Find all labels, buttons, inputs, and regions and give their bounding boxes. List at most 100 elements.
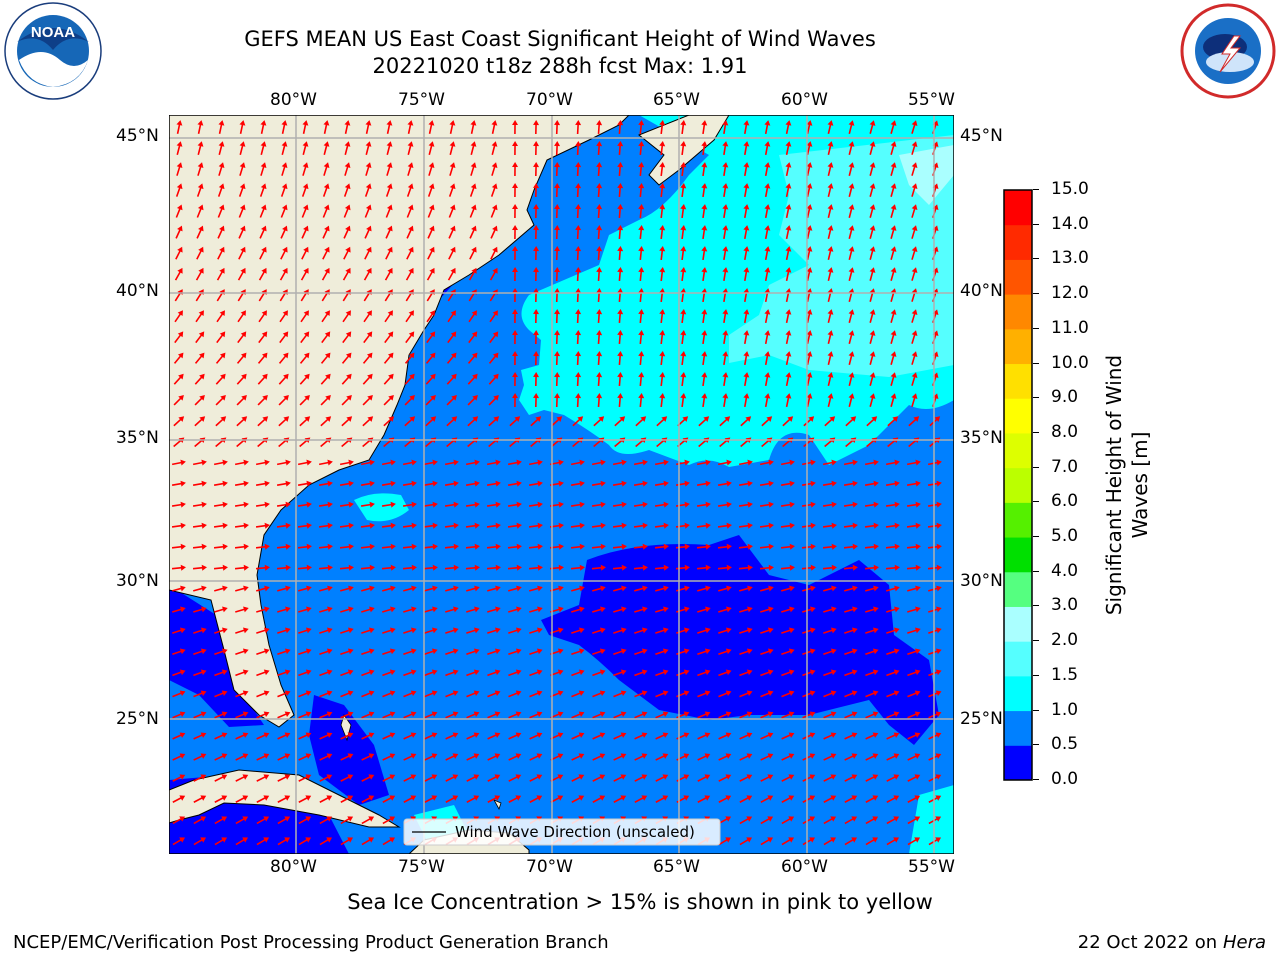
wave-direction-arrow bbox=[654, 522, 669, 529]
wave-direction-arrow bbox=[361, 627, 375, 634]
wave-direction-arrow bbox=[489, 331, 499, 344]
wave-direction-arrow bbox=[890, 162, 897, 176]
wave-direction-arrow bbox=[444, 564, 459, 571]
wave-direction-arrow bbox=[655, 711, 669, 719]
wave-direction-arrow bbox=[277, 774, 291, 782]
wave-direction-arrow bbox=[466, 711, 480, 719]
wave-direction-arrow bbox=[617, 225, 624, 240]
wave-direction-arrow bbox=[718, 585, 732, 592]
colorbar-bin bbox=[1004, 745, 1032, 781]
wave-direction-arrow bbox=[237, 267, 246, 281]
wave-direction-arrow bbox=[529, 732, 543, 740]
wave-direction-arrow bbox=[528, 501, 543, 508]
colorbar-tick-mark bbox=[1033, 293, 1039, 295]
wave-direction-arrow bbox=[613, 648, 627, 656]
wave-direction-arrow bbox=[612, 543, 627, 550]
wave-direction-arrow bbox=[403, 774, 417, 782]
wave-direction-arrow bbox=[743, 225, 750, 240]
wave-direction-arrow bbox=[739, 732, 753, 740]
wave-direction-arrow bbox=[717, 459, 732, 466]
wave-direction-arrow bbox=[911, 246, 918, 260]
wave-direction-arrow bbox=[276, 543, 291, 550]
wave-direction-arrow bbox=[530, 416, 542, 427]
wave-direction-arrow bbox=[701, 267, 708, 282]
colorbar-tick-mark bbox=[1033, 674, 1039, 676]
wave-direction-arrow bbox=[172, 690, 186, 698]
wave-direction-arrow bbox=[843, 459, 858, 466]
wave-direction-arrow bbox=[424, 753, 438, 761]
wave-direction-arrow bbox=[823, 585, 837, 592]
wave-direction-arrow bbox=[680, 246, 687, 261]
colorbar-label: Significant Height of Wind Waves [m] bbox=[1101, 315, 1153, 655]
wave-direction-arrow bbox=[256, 795, 270, 803]
wave-direction-arrow bbox=[869, 141, 876, 155]
wave-direction-arrow bbox=[197, 120, 204, 135]
wave-direction-arrow bbox=[907, 774, 921, 782]
wave-direction-arrow bbox=[864, 564, 879, 571]
wave-direction-arrow bbox=[911, 267, 918, 281]
wave-direction-arrow bbox=[365, 141, 372, 155]
wave-direction-arrow bbox=[465, 564, 480, 571]
wave-direction-arrow bbox=[512, 267, 519, 282]
wave-direction-arrow bbox=[785, 120, 792, 135]
wave-direction-arrow bbox=[319, 753, 333, 761]
wave-direction-arrow bbox=[869, 225, 876, 239]
wave-direction-arrow bbox=[570, 501, 585, 508]
wave-direction-arrow bbox=[844, 606, 858, 613]
wave-direction-arrow bbox=[591, 459, 606, 466]
wave-direction-arrow bbox=[571, 711, 585, 719]
wave-direction-arrow bbox=[446, 416, 458, 427]
wave-direction-arrow bbox=[341, 352, 352, 364]
wave-direction-arrow bbox=[381, 564, 396, 571]
wave-direction-arrow bbox=[508, 669, 522, 677]
wave-direction-arrow bbox=[424, 648, 438, 656]
wave-direction-arrow bbox=[613, 627, 627, 634]
wave-direction-arrow bbox=[885, 459, 900, 466]
wave-direction-arrow bbox=[423, 564, 438, 571]
wave-direction-arrow bbox=[172, 774, 186, 782]
wave-direction-arrow bbox=[508, 732, 522, 740]
wave-direction-arrow bbox=[890, 267, 897, 281]
wave-direction-arrow bbox=[554, 267, 561, 282]
wave-direction-arrow bbox=[764, 204, 771, 219]
wave-direction-arrow bbox=[405, 267, 414, 281]
wave-direction-arrow bbox=[785, 309, 792, 324]
lon-label-bottom: 75°W bbox=[398, 857, 445, 877]
wave-direction-arrow bbox=[634, 669, 648, 677]
wave-direction-arrow bbox=[760, 669, 774, 677]
colorbar-bin bbox=[1004, 398, 1032, 434]
wave-direction-arrow bbox=[848, 246, 855, 260]
wave-direction-arrow bbox=[507, 522, 522, 529]
wave-direction-arrow bbox=[340, 648, 354, 656]
wave-direction-arrow bbox=[466, 753, 480, 761]
wave-direction-arrow bbox=[176, 120, 183, 135]
wave-direction-arrow bbox=[193, 585, 207, 592]
wave-direction-arrow bbox=[196, 204, 204, 218]
wave-direction-arrow bbox=[194, 416, 206, 427]
wave-direction-arrow bbox=[361, 816, 375, 825]
wave-direction-arrow bbox=[302, 162, 309, 176]
wave-direction-arrow bbox=[785, 351, 792, 366]
wave-direction-arrow bbox=[806, 372, 813, 387]
wave-direction-arrow bbox=[255, 501, 270, 508]
wave-direction-arrow bbox=[322, 204, 330, 218]
wave-direction-arrow bbox=[487, 585, 501, 592]
legend-label: Wind Wave Direction (unscaled) bbox=[455, 823, 695, 841]
wave-direction-arrow bbox=[633, 522, 648, 529]
lat-label-left: 45°N bbox=[116, 126, 159, 146]
wave-direction-arrow bbox=[444, 480, 459, 487]
wave-direction-arrow bbox=[781, 648, 795, 656]
wave-direction-arrow bbox=[617, 120, 624, 135]
wave-direction-arrow bbox=[466, 732, 480, 740]
wave-direction-arrow bbox=[298, 732, 312, 740]
wave-direction-arrow bbox=[469, 246, 477, 260]
wave-direction-arrow bbox=[364, 204, 372, 218]
wave-direction-arrow bbox=[633, 543, 648, 550]
wave-direction-arrow bbox=[428, 162, 435, 176]
wave-direction-arrow bbox=[865, 774, 879, 782]
wave-direction-arrow bbox=[617, 330, 624, 345]
wave-direction-arrow bbox=[238, 246, 246, 260]
wave-direction-arrow bbox=[448, 225, 456, 239]
wave-direction-arrow bbox=[361, 753, 375, 761]
wave-direction-arrow bbox=[445, 690, 459, 698]
